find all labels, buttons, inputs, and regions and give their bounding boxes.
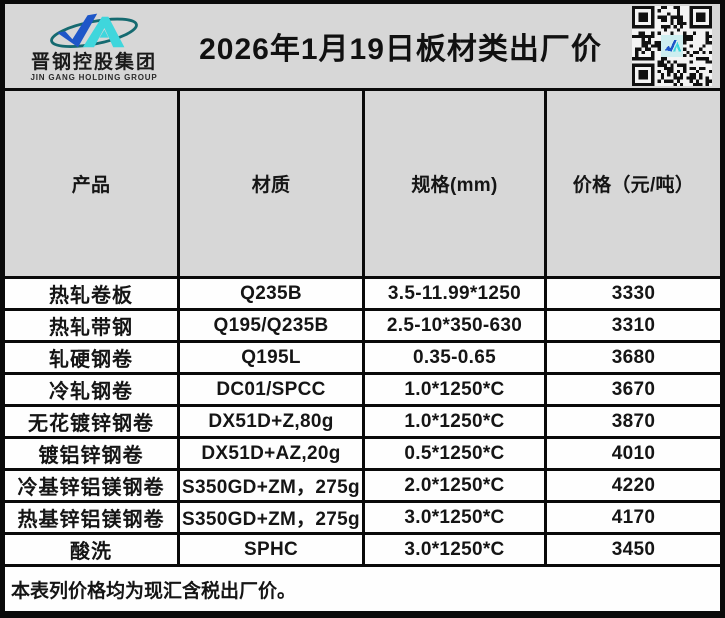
table-header-row: 产品 材质 规格(mm) 价格（元/吨） (5, 91, 720, 276)
product-cell: 热基锌铝镁钢卷 (5, 503, 178, 532)
material-cell: Q195L (180, 343, 362, 372)
price-table: 产品 材质 规格(mm) 价格（元/吨） 热轧卷板 Q235B 3.5-11.99*… (5, 91, 720, 611)
table-row: 轧硬钢卷 Q195L 0.35-0.65 3680 (5, 343, 720, 372)
material-cell: DX51D+AZ,20g (180, 439, 362, 468)
product-cell: 热轧带钢 (5, 311, 178, 340)
column-header-product: 产品 (5, 91, 178, 276)
price-cell: 4010 (546, 439, 720, 468)
product-cell: 镀铝锌钢卷 (5, 439, 178, 468)
column-header-spec: 规格(mm) (364, 91, 544, 276)
company-name-cn: 晋钢控股集团 (30, 51, 157, 73)
column-header-price: 价格（元/吨） (546, 91, 720, 276)
column-header-material: 材质 (180, 91, 362, 276)
footer-note: 本表列价格均为现汇含税出厂价。 (5, 567, 720, 611)
spec-cell: 2.5-10*350-630 (364, 311, 544, 340)
header-band: 晋钢控股集团 JIN GANG HOLDING GROUP 2026年1月19日… (5, 4, 720, 88)
table-row: 热轧卷板 Q235B 3.5-11.99*1250 3330 (5, 279, 720, 308)
table-row: 热基锌铝镁钢卷 S350GD+ZM，275g 3.0*1250*C 4170 (5, 503, 720, 532)
product-cell: 酸洗 (5, 535, 178, 564)
material-cell: DX51D+Z,80g (180, 407, 362, 436)
material-cell: S350GD+ZM，275g (180, 503, 362, 532)
product-cell: 热轧卷板 (5, 279, 178, 308)
table-row: 冷轧钢卷 DC01/SPCC 1.0*1250*C 3670 (5, 375, 720, 404)
spec-cell: 0.5*1250*C (364, 439, 544, 468)
spec-cell: 3.0*1250*C (364, 535, 544, 564)
material-cell: Q235B (180, 279, 362, 308)
price-cell: 3670 (546, 375, 720, 404)
spec-cell: 0.35-0.65 (364, 343, 544, 372)
price-cell: 3870 (546, 407, 720, 436)
table-row: 镀铝锌钢卷 DX51D+AZ,20g 0.5*1250*C 4010 (5, 439, 720, 468)
price-cell: 4220 (546, 471, 720, 500)
company-name-en: JIN GANG HOLDING GROUP (30, 73, 158, 83)
product-cell: 冷基锌铝镁钢卷 (5, 471, 178, 500)
qr-code-icon (632, 6, 712, 86)
price-cell: 3680 (546, 343, 720, 372)
material-cell: SPHC (180, 535, 362, 564)
price-cell: 4170 (546, 503, 720, 532)
material-cell: S350GD+ZM，275g (180, 471, 362, 500)
spec-cell: 1.0*1250*C (364, 407, 544, 436)
price-cell: 3310 (546, 311, 720, 340)
product-cell: 冷轧钢卷 (5, 375, 178, 404)
table-row: 冷基锌铝镁钢卷 S350GD+ZM，275g 2.0*1250*C 4220 (5, 471, 720, 500)
page-title: 2026年1月19日板材类出厂价 (199, 33, 602, 66)
material-cell: DC01/SPCC (180, 375, 362, 404)
spec-cell: 2.0*1250*C (364, 471, 544, 500)
spec-cell: 1.0*1250*C (364, 375, 544, 404)
price-cell: 3450 (546, 535, 720, 564)
product-cell: 无花镀锌钢卷 (5, 407, 178, 436)
material-cell: Q195/Q235B (180, 311, 362, 340)
spec-cell: 3.0*1250*C (364, 503, 544, 532)
price-cell: 3330 (546, 279, 720, 308)
table-row: 热轧带钢 Q195/Q235B 2.5-10*350-630 3310 (5, 311, 720, 340)
spec-cell: 3.5-11.99*1250 (364, 279, 544, 308)
table-body: 热轧卷板 Q235B 3.5-11.99*1250 3330 热轧带钢 Q195/Q235… (5, 279, 720, 564)
product-cell: 轧硬钢卷 (5, 343, 178, 372)
company-logo: 晋钢控股集团 JIN GANG HOLDING GROUP (5, 10, 183, 83)
company-logo-icon (50, 13, 138, 48)
qr-code-area (624, 6, 720, 86)
table-row: 酸洗 SPHC 3.0*1250*C 3450 (5, 535, 720, 564)
table-row: 无花镀锌钢卷 DX51D+Z,80g 1.0*1250*C 3870 (5, 407, 720, 436)
